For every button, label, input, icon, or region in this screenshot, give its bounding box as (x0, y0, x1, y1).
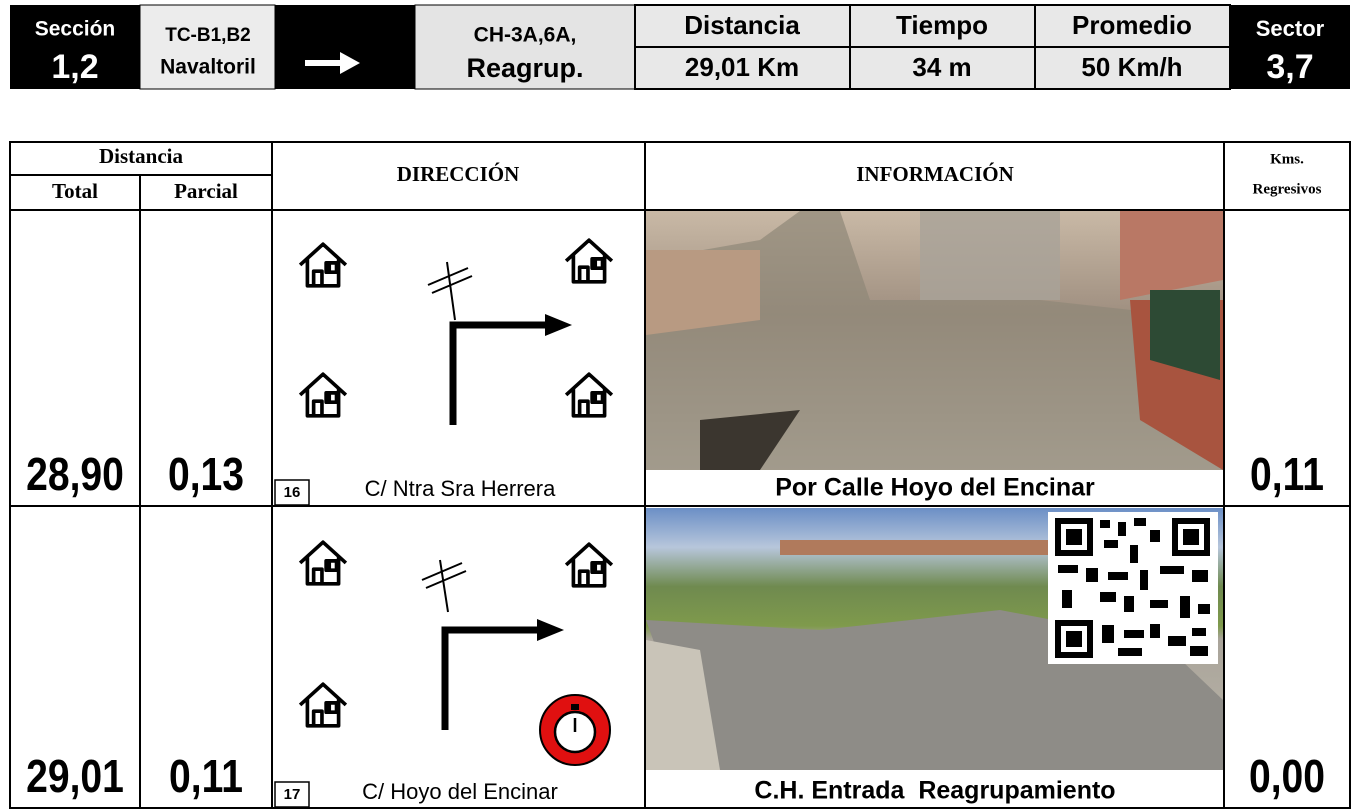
average: 50 Km/h (1081, 52, 1182, 82)
route-arrowhead (537, 619, 564, 641)
house-icon (564, 372, 614, 418)
partial: 0,11 (169, 751, 243, 803)
average-label: Promedio (1072, 10, 1192, 40)
note-number: 16 (284, 484, 301, 501)
route-arrow (441, 626, 540, 730)
house-icon (564, 238, 614, 284)
table-grid: Distancia Total Parcial DIRECCIÓN INFORM… (9, 141, 1351, 809)
pole (421, 559, 467, 613)
house-icon (298, 372, 348, 418)
distance: 29,01 Km (685, 52, 799, 82)
remaining: 0,11 (1250, 449, 1324, 501)
time-label: Tiempo (896, 10, 988, 40)
kms-header: Kms. (1270, 151, 1304, 167)
house-icon (298, 242, 348, 288)
from-code: TC-B1,B2 (165, 25, 251, 46)
number-box (274, 479, 310, 506)
section-label: Sección (35, 18, 116, 41)
to-name: Reagrup. (466, 53, 583, 83)
to-code: CH-3A,6A, (474, 24, 577, 47)
from-name: Navaltoril (160, 56, 256, 79)
row: 29,01 0,11 17 C/ Hoyo del Encinar C (26, 508, 1325, 808)
total: 29,01 (26, 751, 124, 803)
photo (646, 211, 1223, 470)
number-box (274, 781, 310, 808)
section-cell (10, 5, 140, 89)
arrow-cell (275, 5, 415, 89)
header-arrow (305, 52, 360, 74)
information-header: INFORMACIÓN (856, 162, 1014, 186)
from-cell (139, 4, 276, 90)
note-number: 17 (284, 786, 301, 803)
route-arrowhead (545, 314, 572, 336)
distance-header: Distancia (99, 144, 184, 168)
partial-header: Parcial (174, 179, 238, 203)
total: 28,90 (26, 449, 124, 501)
partial: 0,13 (168, 449, 244, 501)
total-header: Total (52, 179, 98, 203)
qr-code (1048, 512, 1218, 664)
stopwatch-icon (539, 694, 611, 766)
house-icon (298, 682, 348, 728)
pole (427, 261, 473, 321)
section: 1,2 (51, 48, 98, 86)
house-icon (564, 542, 614, 588)
info: C.H. Entrada Reagrupamiento (754, 777, 1115, 805)
row: 28,90 0,13 16 C/ Ntra Sra Herrera Por Ca… (26, 211, 1324, 506)
sector-cell (1230, 5, 1350, 89)
remaining: 0,00 (1249, 751, 1325, 803)
info: Por Calle Hoyo del Encinar (775, 474, 1095, 502)
time: 34 m (912, 52, 971, 82)
to-cell (414, 4, 636, 90)
distance-label: Distancia (684, 10, 800, 40)
sector-label: Sector (1256, 16, 1325, 41)
regressive-header: Regresivos (1253, 181, 1322, 197)
street: C/ Ntra Sra Herrera (365, 476, 556, 501)
street: C/ Hoyo del Encinar (362, 779, 558, 804)
route-arrow (449, 321, 548, 425)
house-icon (298, 540, 348, 586)
header: Sección 1,2 TC-B1,B2 Navaltoril CH-3A,6A… (10, 4, 1350, 90)
table-border (9, 141, 1351, 809)
sector: 3,7 (1266, 48, 1313, 86)
direction-header: DIRECCIÓN (397, 162, 520, 186)
